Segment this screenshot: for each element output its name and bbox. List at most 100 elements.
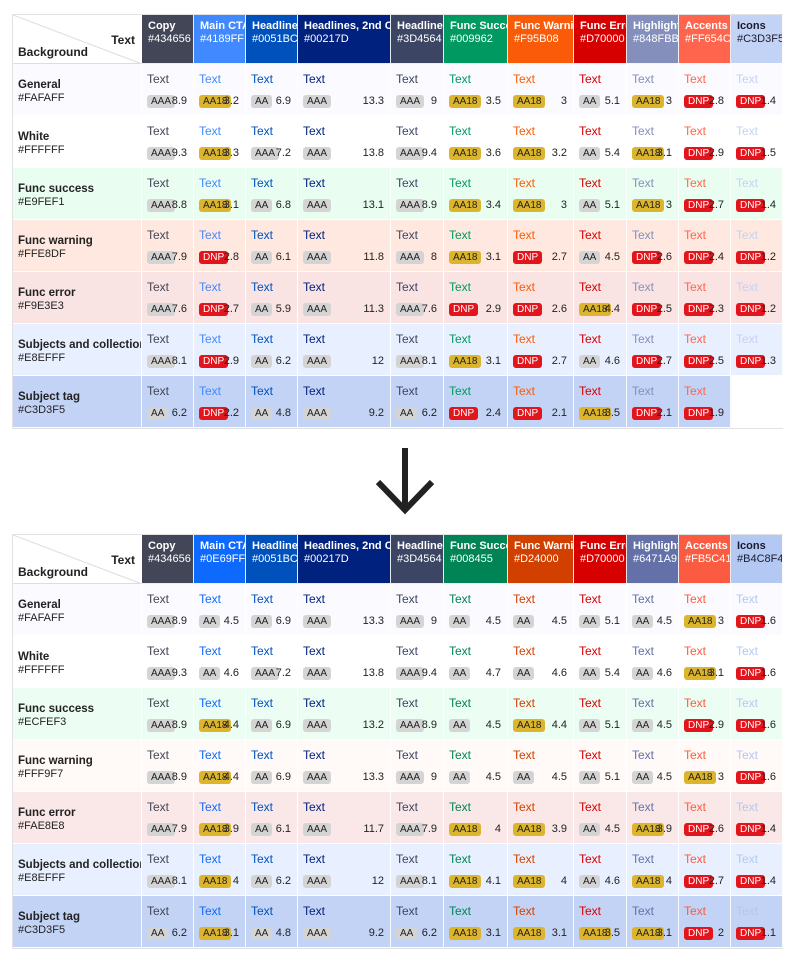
- level-badge: AA: [251, 823, 273, 836]
- sample-text: Text: [736, 644, 759, 658]
- column-name: Headlines: [397, 20, 444, 32]
- contrast-cell: Text DNP 2.8: [194, 220, 246, 272]
- sample-text: Text: [396, 644, 419, 658]
- contrast-ratio: 3.5: [485, 95, 501, 107]
- contrast-cell: Text AA18 3: [679, 584, 731, 636]
- column-header: Func Warning#D24000: [508, 535, 574, 584]
- contrast-cell: Text AA 6.2: [391, 896, 444, 948]
- level-badge: AAA: [396, 771, 425, 784]
- contrast-ratio: 11.7: [363, 823, 384, 835]
- level-badge: AAA: [147, 199, 176, 212]
- row-hex: #E8EFFF: [18, 872, 66, 884]
- level-badge: AA: [513, 667, 535, 680]
- contrast-cell: Text DNP 2.6: [679, 792, 731, 844]
- level-badge: AA: [449, 615, 471, 628]
- column-hex: #3D4564: [397, 553, 442, 565]
- row-header: General #FAFAFF: [13, 64, 142, 116]
- contrast-ratio: 3.1: [551, 927, 567, 939]
- level-badge: AA: [579, 95, 601, 108]
- contrast-ratio: 2.9: [708, 147, 724, 159]
- column-header: Func Success#008455: [444, 535, 508, 584]
- sample-text: Text: [396, 800, 419, 814]
- contrast-ratio: 9: [430, 95, 437, 107]
- sample-text: Text: [147, 332, 170, 346]
- contrast-cell: Text AAA 9.3: [142, 116, 194, 168]
- level-badge: DNP: [736, 147, 766, 160]
- sample-text: Text: [579, 228, 602, 242]
- column-header: Copy #434656: [142, 15, 194, 64]
- contrast-ratio: 6.8: [275, 199, 291, 211]
- contrast-ratio: 7.9: [421, 823, 437, 835]
- contrast-ratio: 2.9: [708, 719, 724, 731]
- contrast-table-after: Text Background Copy #434656 Main CTA #0E69FF…: [12, 534, 783, 949]
- contrast-cell: Text AAA 13.8: [298, 636, 391, 688]
- sample-text: Text: [579, 332, 602, 346]
- contrast-ratio: 6.9: [275, 719, 291, 731]
- contrast-cell: Text AA 4.5: [194, 584, 246, 636]
- level-badge: AAA: [147, 823, 176, 836]
- column-hex: #3D4564: [397, 33, 442, 45]
- contrast-cell: Text DNP 2: [679, 896, 731, 948]
- contrast-cell: Text AA18 3.5: [574, 896, 627, 948]
- contrast-cell: Text AA 4.5: [444, 688, 508, 740]
- column-header: Main CTA #4189FF: [194, 15, 246, 64]
- level-badge: DNP: [684, 95, 714, 108]
- contrast-cell: Text DNP 1.4: [731, 844, 783, 896]
- contrast-ratio: 13.8: [362, 667, 384, 679]
- level-badge: DNP: [736, 719, 766, 732]
- sample-text: Text: [513, 332, 536, 346]
- level-badge: AA18: [513, 147, 546, 160]
- contrast-ratio: 1.9: [708, 407, 724, 419]
- contrast-cell: Text AA18 4: [194, 844, 246, 896]
- contrast-ratio: 4.5: [551, 615, 567, 627]
- level-badge: AA: [251, 719, 273, 732]
- contrast-cell: Text AAA 7.6: [391, 272, 444, 324]
- column-name: Highlights: [633, 20, 678, 32]
- contrast-cell: Text AA 4.6: [574, 324, 627, 376]
- arrow-head: [375, 479, 435, 515]
- row-name: Subject tag: [18, 391, 80, 403]
- level-badge: AAA: [303, 875, 332, 888]
- contrast-ratio: 2.6: [708, 823, 724, 835]
- contrast-ratio: 5.1: [604, 771, 620, 783]
- contrast-cell: Text AA18 4: [627, 844, 679, 896]
- sample-text: Text: [199, 384, 222, 398]
- contrast-ratio: 2.4: [708, 251, 724, 263]
- sample-text: Text: [396, 280, 419, 294]
- sample-text: Text: [251, 176, 274, 190]
- level-badge: DNP: [736, 251, 766, 264]
- contrast-cell: Text AAA 8.8: [142, 168, 194, 220]
- contrast-cell: Text AAA 8.1: [142, 844, 194, 896]
- sample-text: Text: [513, 384, 536, 398]
- column-hex: #434656: [148, 553, 191, 565]
- sample-text: Text: [736, 800, 759, 814]
- level-badge: AAA: [396, 615, 425, 628]
- contrast-cell: Text DNP 2.8: [679, 64, 731, 116]
- contrast-ratio: 11.8: [363, 251, 384, 263]
- contrast-ratio: 6.2: [171, 407, 187, 419]
- contrast-ratio: 4.6: [604, 355, 620, 367]
- contrast-cell: Text AAA 7.9: [391, 792, 444, 844]
- contrast-ratio: 4: [665, 875, 672, 887]
- contrast-cell: Text AA 4.5: [574, 792, 627, 844]
- column-name: Icons: [737, 540, 766, 552]
- level-badge: AA18: [449, 147, 482, 160]
- sample-text: Text: [147, 124, 170, 138]
- contrast-ratio: 1.2: [760, 251, 776, 263]
- column-hex: #F95B08: [514, 33, 559, 45]
- sample-text: Text: [449, 124, 472, 138]
- contrast-ratio: 1.6: [760, 771, 776, 783]
- contrast-cell: Text AAA 7.6: [142, 272, 194, 324]
- column-name: Headlines, 2nd CTAs: [304, 540, 390, 552]
- contrast-cell: Text AA18 3.6: [444, 116, 508, 168]
- sample-text: Text: [736, 592, 759, 606]
- contrast-ratio: 4.5: [604, 823, 620, 835]
- level-badge: AA: [449, 719, 471, 732]
- contrast-ratio: 13.1: [362, 199, 384, 211]
- contrast-ratio: 8.9: [171, 771, 187, 783]
- contrast-cell: Text DNP 1.4: [731, 792, 783, 844]
- level-badge: AA18: [684, 771, 717, 784]
- column-hex: #434656: [148, 33, 191, 45]
- level-badge: AAA: [303, 771, 332, 784]
- sample-text: Text: [303, 592, 326, 606]
